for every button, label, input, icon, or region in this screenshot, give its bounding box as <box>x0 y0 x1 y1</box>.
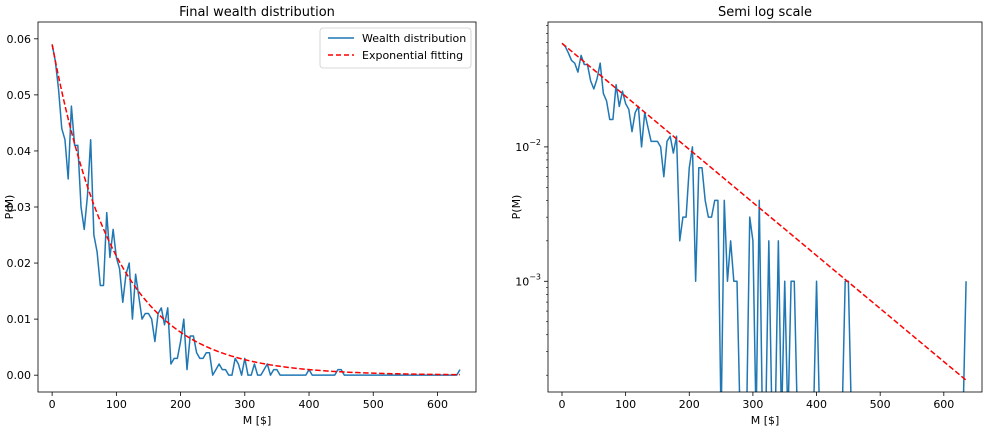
y-tick-label: 0.00 <box>7 369 32 382</box>
axes-frame <box>547 21 983 393</box>
x-tick-label: 500 <box>870 398 891 411</box>
y-tick-label: 0.01 <box>7 313 32 326</box>
series-wealth-distribution <box>561 42 967 392</box>
y-tick-label: 10−3 <box>515 272 541 288</box>
y-axis-ticks: 0.00 0.01 0.02 0.03 0.04 0.05 0.06 <box>7 33 38 382</box>
y-tick-label: 0.05 <box>7 89 32 102</box>
x-tick-label: 0 <box>559 398 566 411</box>
y-axis-label: P(M) <box>510 195 523 220</box>
chart-title: Semi log scale <box>718 5 812 20</box>
x-tick-label: 100 <box>106 398 127 411</box>
plot-area <box>51 44 461 376</box>
y-axis-ticks: 10−2 10−3 <box>515 25 548 376</box>
x-axis-ticks: 0 100 200 300 400 500 600 <box>559 392 954 411</box>
y-tick-label: 0.02 <box>7 257 32 270</box>
x-tick-label: 500 <box>363 398 384 411</box>
x-tick-label: 300 <box>742 398 763 411</box>
chart-semi-log: Semi log scale 0 100 200 300 400 500 600 10−21… <box>510 5 983 427</box>
x-tick-label: 0 <box>49 398 56 411</box>
x-tick-label: 200 <box>679 398 700 411</box>
chart-title: Final wealth distribution <box>179 5 335 20</box>
series-exponential-fit <box>51 44 460 376</box>
legend-entry-wealth: Wealth distribution <box>362 32 466 45</box>
legend: Wealth distribution Exponential fitting <box>319 27 472 69</box>
x-tick-label: 400 <box>299 398 320 411</box>
x-axis-ticks: 0 100 200 300 400 500 600 <box>49 392 448 411</box>
x-tick-label: 100 <box>615 398 636 411</box>
series-wealth-distribution <box>51 44 461 376</box>
x-axis-label: M [$] <box>751 414 780 427</box>
x-tick-label: 300 <box>234 398 255 411</box>
x-tick-label: 400 <box>806 398 827 411</box>
plot-area <box>561 42 967 392</box>
legend-frame <box>319 27 472 69</box>
x-tick-label: 600 <box>933 398 954 411</box>
y-tick-label: 0.03 <box>7 201 32 214</box>
x-tick-label: 200 <box>170 398 191 411</box>
y-tick-label: 0.04 <box>7 145 32 158</box>
chart-final-wealth: Final wealth distribution 0 100 200 300 400 5… <box>3 5 477 427</box>
y-tick-label: 10−2 <box>515 138 541 154</box>
x-tick-label: 600 <box>427 398 448 411</box>
y-tick-label: 0.06 <box>7 33 32 46</box>
legend-entry-fit: Exponential fitting <box>362 49 463 62</box>
y-axis-label: P(M) <box>3 195 16 220</box>
x-axis-label: M [$] <box>243 414 272 427</box>
